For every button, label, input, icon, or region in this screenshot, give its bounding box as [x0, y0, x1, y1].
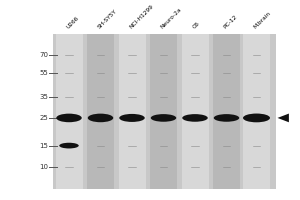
Text: Neuro-2a: Neuro-2a [160, 7, 183, 30]
Text: PC-12: PC-12 [223, 14, 239, 30]
Ellipse shape [56, 114, 82, 122]
Bar [150, 34, 177, 189]
Bar [56, 34, 82, 189]
Polygon shape [278, 114, 289, 122]
Text: 15: 15 [39, 143, 48, 149]
Text: 70: 70 [39, 52, 48, 58]
Ellipse shape [243, 114, 270, 122]
Text: M.brain: M.brain [253, 11, 272, 30]
Text: 35: 35 [39, 94, 48, 100]
Text: C6: C6 [191, 21, 200, 30]
Bar [52, 34, 276, 189]
Text: 10: 10 [39, 164, 48, 170]
Bar [182, 34, 208, 189]
Ellipse shape [214, 114, 239, 122]
Ellipse shape [151, 114, 176, 122]
Bar [243, 34, 270, 189]
Text: 25: 25 [39, 115, 48, 121]
Text: U266: U266 [65, 16, 80, 30]
Ellipse shape [119, 114, 145, 122]
Bar [87, 34, 114, 189]
Bar [213, 34, 240, 189]
Text: SH-SY5Y: SH-SY5Y [97, 9, 118, 30]
Ellipse shape [88, 114, 113, 122]
Ellipse shape [59, 143, 79, 148]
Ellipse shape [182, 114, 208, 122]
Bar [118, 34, 146, 189]
Text: 55: 55 [39, 70, 48, 76]
Text: NCI-H1299: NCI-H1299 [128, 4, 154, 30]
